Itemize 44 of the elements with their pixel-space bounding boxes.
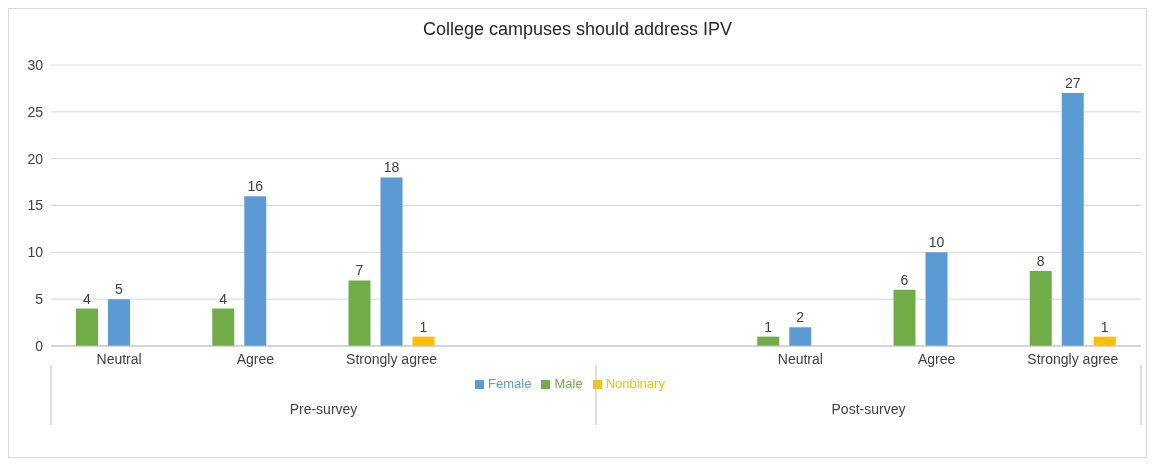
- data-label: 7: [355, 262, 364, 279]
- x-tick-label: Agree: [917, 350, 956, 367]
- data-label: 1: [1100, 318, 1109, 335]
- x-tick-label: Strongly agree: [1027, 350, 1119, 367]
- y-tick-label: 0: [35, 337, 44, 354]
- data-label: 1: [764, 318, 773, 335]
- bar: [1029, 271, 1052, 346]
- bar: [380, 177, 403, 346]
- data-label: 6: [900, 271, 909, 288]
- y-tick-label: 30: [27, 56, 44, 73]
- chart-title: College campuses should address IPV: [421, 19, 734, 40]
- y-tick-label: 5: [35, 291, 44, 308]
- legend-label: Nonbinary: [605, 376, 665, 391]
- y-tick-label: 10: [27, 244, 44, 261]
- data-label: 1: [419, 318, 428, 335]
- bar: [1061, 93, 1084, 346]
- x-tick-label: Neutral: [96, 350, 142, 367]
- bar: [76, 308, 98, 346]
- bar: [789, 327, 812, 346]
- data-label: 8: [1036, 253, 1045, 270]
- bar: [244, 196, 267, 346]
- y-tick-label: 20: [27, 150, 44, 167]
- data-label: 4: [83, 290, 92, 307]
- data-label: 16: [247, 178, 264, 195]
- data-label: 18: [383, 159, 400, 176]
- text: Pre-survey: [288, 401, 359, 417]
- text: Post-survey: [830, 401, 907, 417]
- legend-label: Female: [488, 376, 532, 391]
- data-label: 4: [219, 290, 228, 307]
- x-tick-label: Neutral: [777, 350, 823, 367]
- bar: [893, 289, 916, 346]
- x-tick-label: Strongly agree: [346, 350, 438, 367]
- legend-label: Male: [554, 376, 583, 391]
- data-label: 5: [115, 281, 124, 298]
- y-tick-label: 25: [27, 103, 44, 120]
- bar: [348, 280, 371, 346]
- data-label: 2: [796, 309, 805, 326]
- data-label: 10: [928, 234, 945, 251]
- bar: [212, 308, 235, 346]
- y-tick-label: 15: [27, 197, 44, 214]
- bar: [925, 252, 948, 346]
- data-label: 27: [1064, 75, 1081, 92]
- bar: [108, 299, 130, 346]
- x-tick-label: Agree: [236, 350, 275, 367]
